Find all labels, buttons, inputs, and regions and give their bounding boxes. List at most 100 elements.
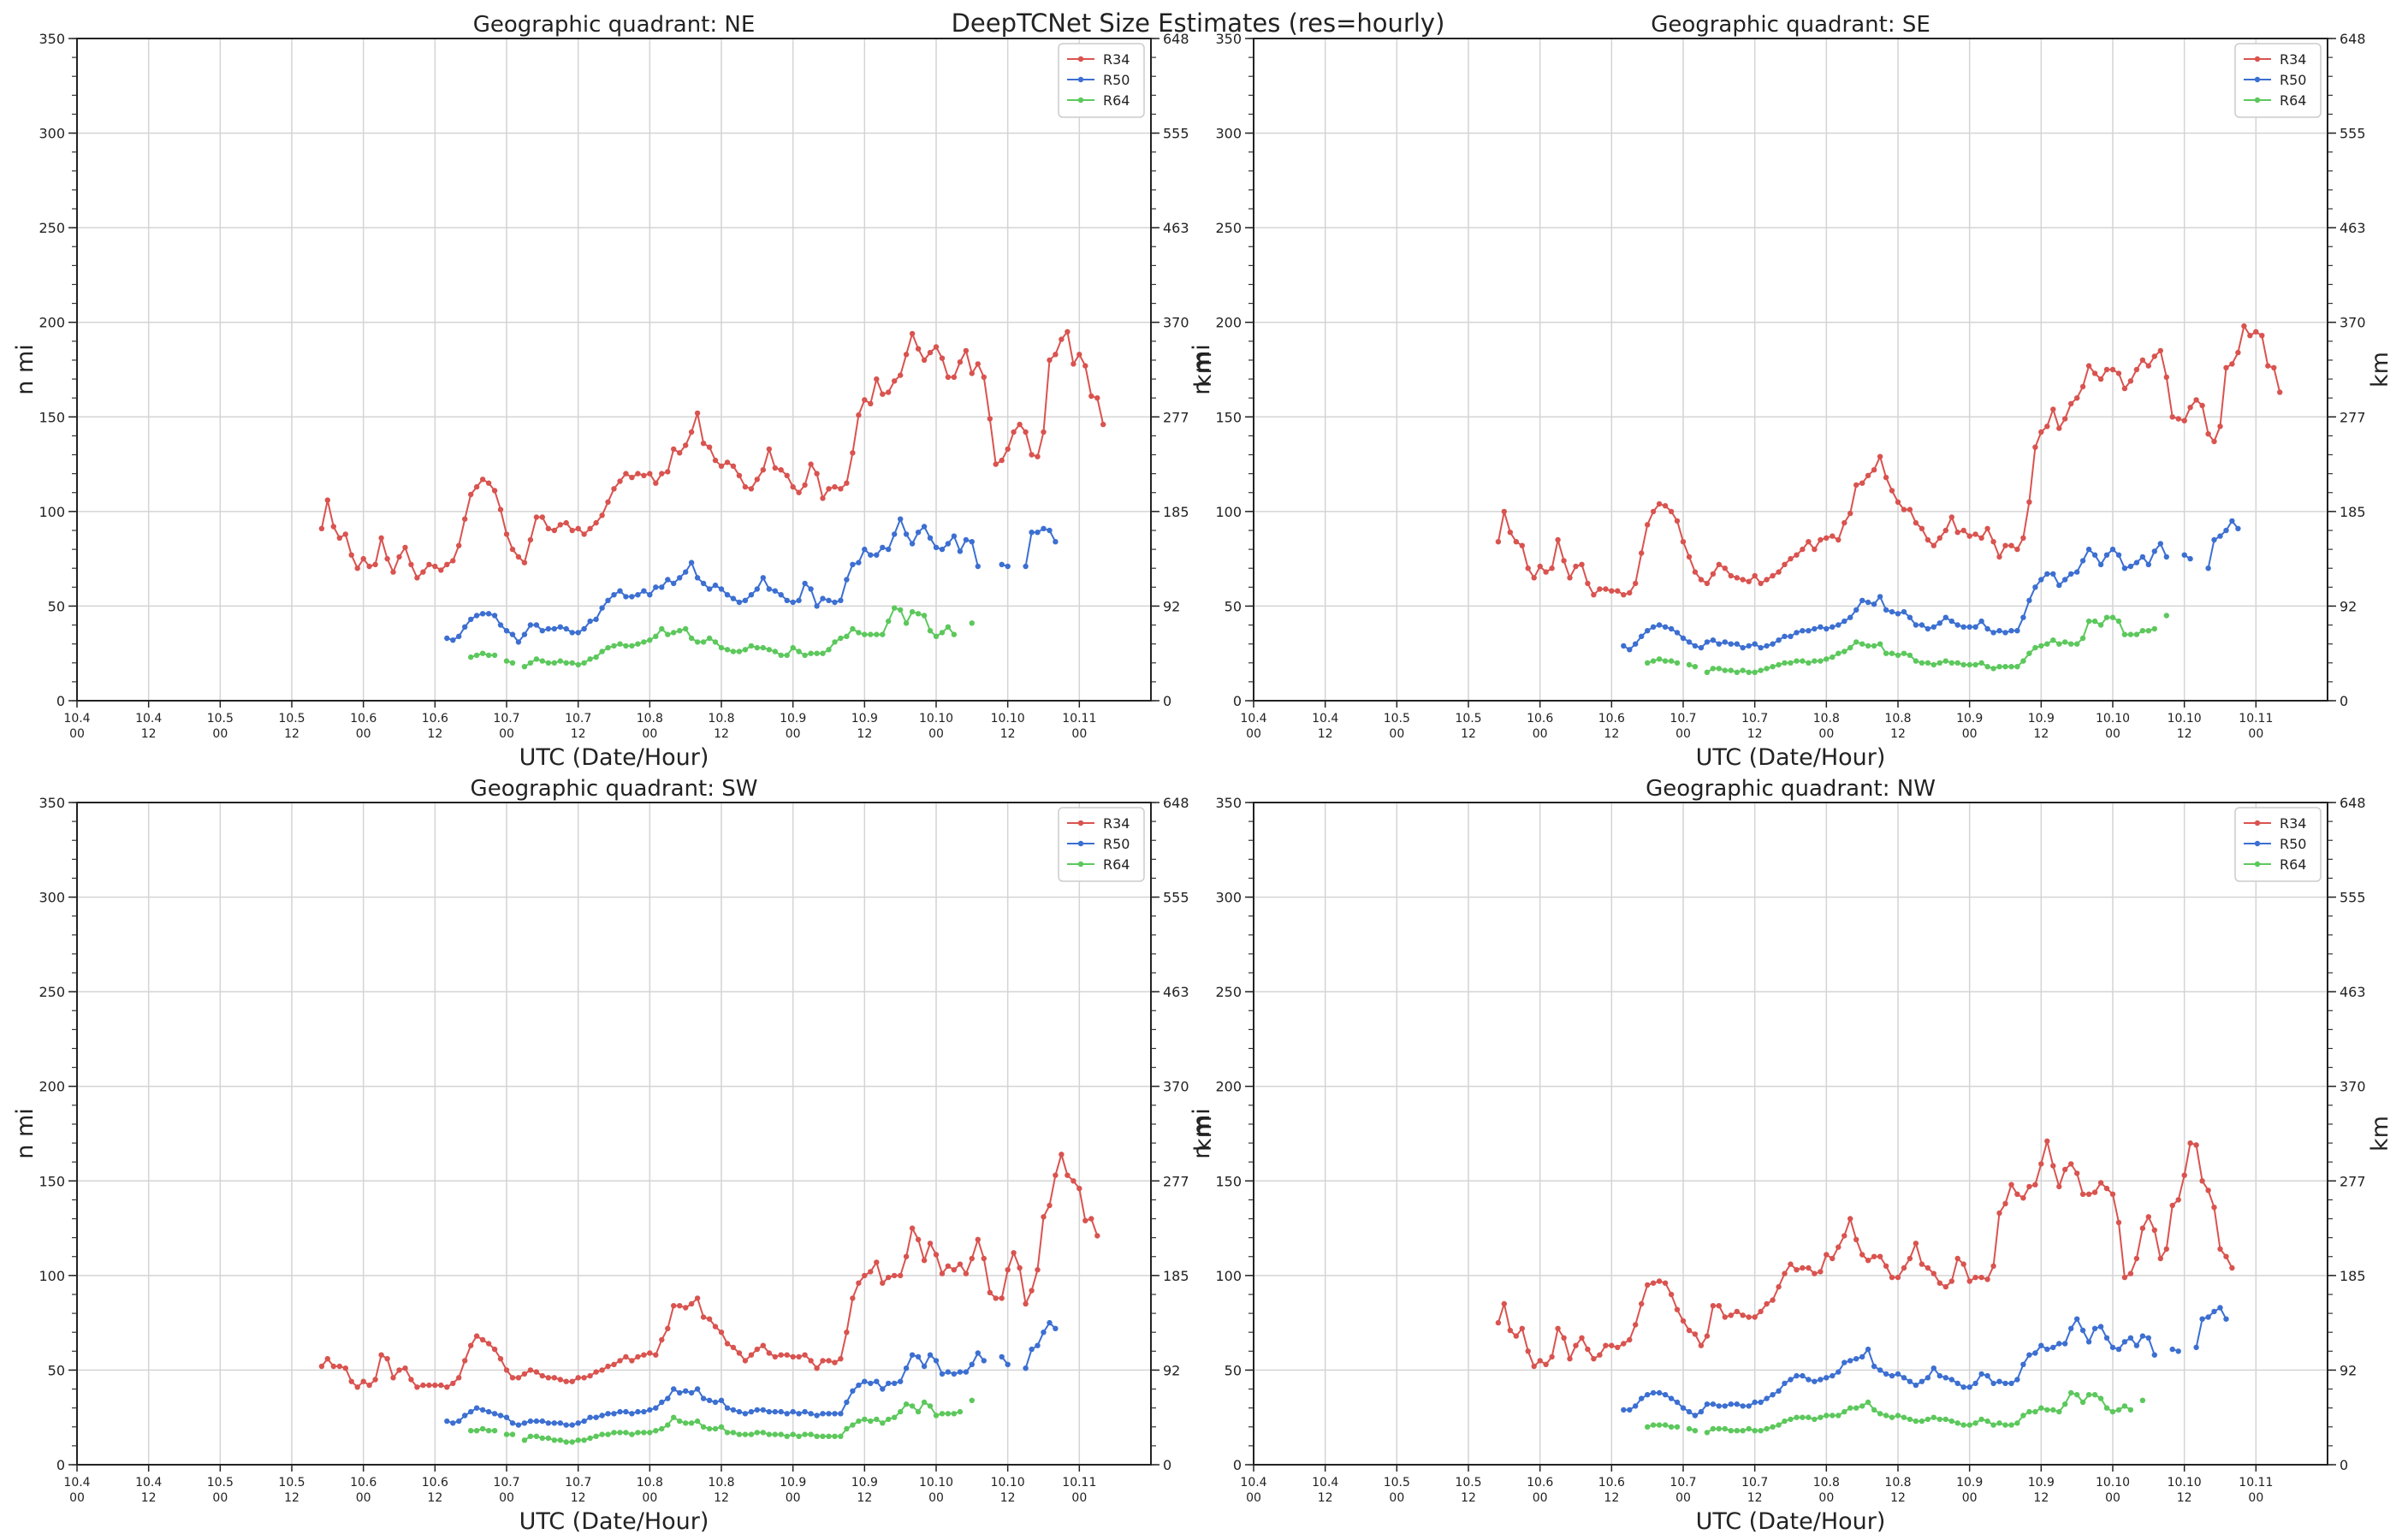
- data-point-r34: [342, 531, 348, 537]
- data-point-r34: [1059, 336, 1065, 342]
- data-point-r64: [1710, 1425, 1717, 1432]
- legend-label-r64: R64: [2280, 856, 2306, 873]
- x-tick-label-hour: 12: [571, 1491, 586, 1505]
- data-point-r50: [1680, 635, 1687, 642]
- x-tick-label-date: 10.8: [637, 712, 663, 726]
- data-point-r34: [1656, 1278, 1663, 1284]
- data-point-r50: [1877, 1367, 1883, 1373]
- data-point-r64: [521, 1437, 528, 1443]
- x-tick-label-hour: 00: [212, 1491, 228, 1505]
- data-point-r64: [1806, 1414, 1812, 1420]
- data-point-r50: [874, 552, 880, 558]
- data-point-r64: [1782, 660, 1788, 666]
- data-point-r64: [706, 635, 713, 642]
- data-point-r50: [1865, 1346, 1871, 1353]
- data-point-r50: [563, 625, 569, 632]
- x-tick-label-hour: 00: [786, 1491, 801, 1505]
- series-r34: [318, 1151, 1100, 1390]
- data-point-r34: [497, 1356, 504, 1362]
- data-point-r34: [748, 486, 755, 492]
- data-point-r64: [742, 1431, 749, 1437]
- data-point-r64: [1841, 1408, 1847, 1415]
- data-point-r64: [2139, 628, 2146, 634]
- data-point-r64: [927, 628, 934, 634]
- data-point-r34: [1059, 1152, 1065, 1158]
- data-point-r34: [468, 1342, 474, 1348]
- data-point-r50: [1853, 607, 1859, 613]
- data-point-r64: [569, 1439, 575, 1445]
- data-point-r50: [1871, 1363, 1877, 1370]
- data-point-r34: [1716, 561, 1723, 567]
- data-point-r50: [1936, 1372, 1942, 1379]
- data-point-r64: [915, 1408, 922, 1415]
- data-point-r64: [1686, 661, 1693, 668]
- data-point-r64: [706, 1425, 713, 1432]
- data-point-r34: [402, 1365, 408, 1371]
- data-point-r34: [700, 441, 707, 447]
- data-point-r50: [1996, 628, 2002, 634]
- data-point-r50: [587, 618, 593, 625]
- data-point-r64: [1847, 1405, 1853, 1411]
- data-point-r50: [557, 624, 563, 630]
- data-point-r34: [473, 1333, 480, 1339]
- data-point-r34: [706, 444, 713, 450]
- data-point-r50: [790, 1408, 796, 1415]
- data-point-r34: [1017, 421, 1023, 428]
- data-point-r34: [975, 361, 982, 367]
- data-point-r34: [1088, 393, 1094, 400]
- data-point-r64: [886, 1416, 892, 1423]
- data-point-r50: [1686, 639, 1693, 645]
- data-point-r64: [1913, 1418, 1919, 1424]
- data-point-r34: [563, 519, 569, 526]
- data-point-r64: [1871, 1407, 1877, 1413]
- data-point-r64: [617, 641, 623, 647]
- data-point-r50: [581, 625, 587, 632]
- x-tick-label-hour: 12: [571, 727, 586, 741]
- data-point-r34: [2097, 376, 2104, 382]
- data-point-r64: [688, 635, 695, 642]
- data-point-r50: [2085, 546, 2092, 553]
- data-point-r34: [384, 1356, 390, 1362]
- x-tick-label-date: 10.6: [1527, 1476, 1553, 1490]
- data-point-r64: [880, 631, 886, 637]
- data-point-r50: [1621, 643, 1627, 649]
- x-tick-label-date: 10.6: [1527, 712, 1553, 726]
- data-point-r34: [1005, 446, 1011, 453]
- data-point-r34: [683, 1305, 689, 1311]
- data-point-r34: [2169, 1202, 2175, 1209]
- data-point-r34: [509, 1375, 516, 1381]
- data-point-r50: [1948, 618, 1954, 625]
- data-point-r34: [1621, 592, 1627, 598]
- data-point-r34: [629, 1358, 635, 1364]
- data-point-r34: [1645, 1282, 1651, 1288]
- data-point-r34: [2002, 1200, 2008, 1207]
- data-point-r64: [2115, 618, 2122, 625]
- data-point-r34: [862, 397, 868, 403]
- data-point-r64: [2008, 1422, 2014, 1428]
- data-point-r50: [1633, 641, 1639, 647]
- data-point-r64: [629, 1431, 635, 1437]
- x-tick-label-date: 10.7: [1669, 712, 1696, 726]
- data-point-r64: [748, 1431, 755, 1437]
- data-point-r34: [503, 531, 510, 537]
- data-point-r50: [1990, 630, 1996, 636]
- data-point-r34: [1573, 563, 1579, 570]
- data-point-r50: [838, 1411, 844, 1417]
- data-point-r34: [1830, 1255, 1836, 1262]
- data-point-r34: [450, 1380, 456, 1387]
- data-point-r50: [1758, 1399, 1764, 1406]
- data-point-r64: [832, 1433, 838, 1440]
- data-point-r50: [1029, 1346, 1035, 1353]
- data-point-r64: [724, 1430, 731, 1436]
- data-point-r34: [563, 1378, 569, 1384]
- data-point-r64: [1990, 1422, 1996, 1428]
- data-point-r64: [563, 660, 569, 666]
- data-point-r34: [1847, 1216, 1853, 1222]
- data-point-r34: [898, 372, 904, 378]
- data-point-r50: [1788, 633, 1794, 639]
- data-point-r50: [1847, 614, 1853, 620]
- data-point-r64: [473, 652, 480, 659]
- data-point-r50: [1907, 614, 1913, 620]
- data-point-r50: [1770, 1392, 1776, 1398]
- data-point-r34: [748, 1352, 755, 1358]
